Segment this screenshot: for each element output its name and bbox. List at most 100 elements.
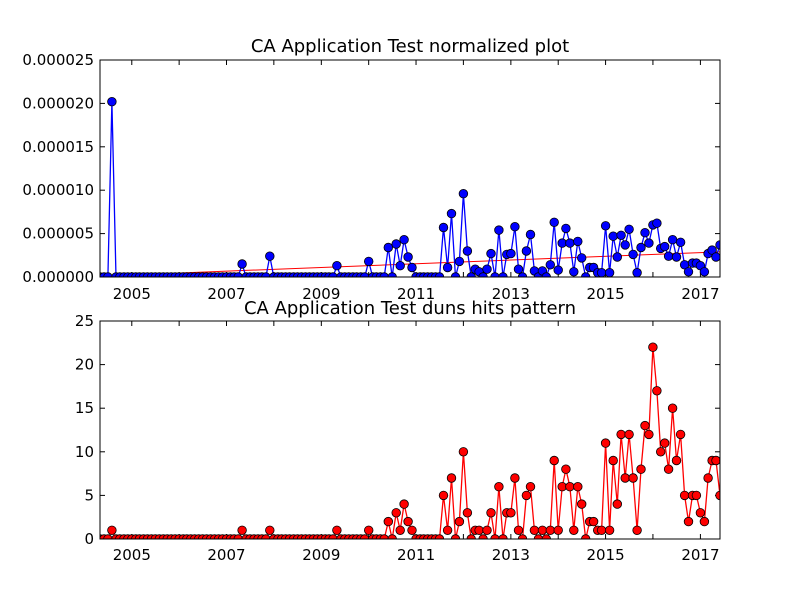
data-point: [364, 256, 374, 267]
data-point: [644, 429, 654, 440]
data-point: [663, 464, 674, 474]
data-point: [446, 208, 457, 219]
data-point: [466, 534, 476, 539]
data-point: [525, 229, 536, 240]
data-point: [482, 264, 492, 274]
data-point: [103, 534, 113, 539]
data-point: [517, 534, 528, 539]
data-point: [332, 525, 342, 536]
y-tick-label: 0.000005: [22, 225, 94, 243]
data-point: [494, 482, 504, 492]
data-point: [628, 249, 638, 260]
data-point: [521, 246, 532, 256]
data-point: [446, 473, 457, 483]
data-point: [395, 261, 405, 271]
x-tick-label: 2005: [113, 285, 151, 303]
chart-title: CA Application Test duns hits pattern: [244, 298, 576, 319]
data-point: [569, 267, 579, 277]
data-point: [450, 272, 461, 277]
x-tick-label: 2015: [586, 285, 624, 303]
data-point: [671, 252, 682, 262]
data-point: [383, 516, 394, 527]
data-point: [438, 490, 449, 501]
data-point: [675, 237, 686, 248]
data-point: [521, 490, 532, 501]
data-point: [490, 534, 500, 539]
data-point: [711, 252, 720, 262]
data-point: [612, 252, 623, 262]
data-point: [454, 516, 465, 527]
x-tick-label: 2009: [302, 285, 340, 303]
data-point: [332, 261, 342, 271]
data-point: [624, 429, 634, 440]
y-tick-label: 0.000015: [22, 138, 94, 156]
data-point: [462, 508, 473, 518]
data-point: [478, 272, 488, 277]
data-point: [490, 272, 500, 277]
data-point: [510, 221, 520, 232]
data-point: [616, 429, 626, 440]
data-point: [434, 272, 445, 277]
data-point: [407, 262, 417, 273]
data-point: [695, 508, 706, 518]
data-point: [261, 534, 271, 539]
data-point: [600, 221, 611, 231]
data-point: [107, 525, 117, 536]
data-point: [513, 525, 524, 536]
data-point: [364, 525, 374, 536]
data-point: [438, 222, 449, 233]
data-point: [328, 534, 338, 539]
data-point: [486, 248, 496, 259]
data-point: [403, 516, 413, 527]
data-point: [387, 272, 397, 277]
data-point: [541, 272, 551, 277]
data-point: [691, 490, 702, 501]
data-point: [265, 251, 275, 261]
y-tick-label: 25: [75, 312, 94, 330]
data-point: [379, 534, 389, 539]
data-point: [660, 438, 670, 448]
y-tick-label: 10: [75, 443, 94, 461]
data-point: [652, 386, 662, 396]
data-point: [549, 217, 559, 228]
data-point: [553, 265, 563, 275]
series-line: [100, 347, 720, 539]
data-point: [360, 534, 370, 539]
data-point: [620, 473, 630, 483]
x-tick-label: 2007: [207, 285, 245, 303]
data-point: [517, 272, 528, 277]
data-point: [494, 225, 504, 235]
y-tick-label: 0.000000: [22, 268, 94, 286]
data-point: [671, 455, 682, 466]
data-point: [604, 525, 615, 536]
data-point: [608, 231, 618, 241]
data-point: [616, 230, 626, 241]
data-point: [640, 420, 650, 431]
x-tick-label: 2017: [681, 285, 719, 303]
data-point: [715, 240, 720, 250]
axes-frame: [99, 320, 721, 540]
data-point: [434, 534, 445, 539]
data-point: [596, 525, 607, 536]
data-point: [237, 525, 247, 536]
data-point: [360, 272, 370, 277]
data-point: [719, 457, 720, 464]
data-point: [399, 499, 409, 509]
data-point: [533, 534, 544, 539]
data-point: [660, 241, 670, 252]
data-point: [596, 268, 607, 277]
data-point: [573, 482, 583, 492]
data-point: [600, 438, 611, 448]
data-point: [407, 525, 417, 536]
data-point: [624, 224, 634, 235]
data-point: [577, 253, 587, 263]
x-tick-label: 2005: [113, 546, 151, 564]
data-point: [652, 218, 662, 228]
data-point: [636, 464, 646, 474]
data-point: [506, 248, 516, 259]
data-point: [261, 272, 271, 277]
data-point: [233, 534, 243, 539]
data-point: [482, 525, 492, 536]
data-point: [667, 234, 678, 245]
data-point: [510, 473, 520, 483]
